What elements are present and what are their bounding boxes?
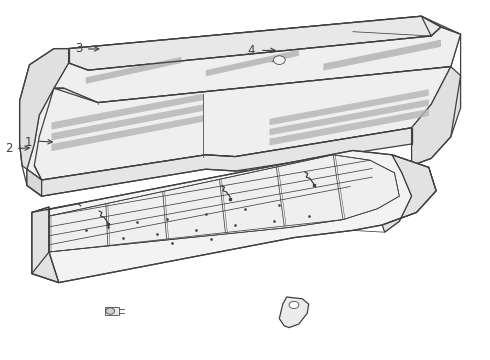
Polygon shape [69, 16, 441, 70]
Polygon shape [279, 297, 309, 328]
Polygon shape [270, 89, 429, 125]
Polygon shape [20, 49, 69, 169]
Text: 2: 2 [5, 142, 13, 155]
Polygon shape [206, 50, 299, 76]
Polygon shape [54, 27, 461, 103]
Circle shape [273, 56, 285, 64]
Polygon shape [270, 109, 429, 145]
Polygon shape [34, 67, 451, 180]
Polygon shape [382, 155, 436, 232]
Text: 4: 4 [247, 44, 255, 57]
Circle shape [106, 308, 115, 314]
Text: 3: 3 [74, 42, 82, 55]
Polygon shape [86, 57, 181, 84]
Polygon shape [27, 16, 461, 180]
Circle shape [289, 301, 299, 309]
Text: 1: 1 [24, 136, 32, 149]
Polygon shape [32, 207, 59, 283]
Polygon shape [49, 155, 399, 252]
Polygon shape [32, 150, 436, 283]
Polygon shape [51, 94, 203, 130]
Polygon shape [27, 169, 42, 196]
Polygon shape [270, 99, 429, 135]
Bar [105, 307, 119, 315]
Polygon shape [51, 115, 203, 151]
Polygon shape [323, 40, 441, 71]
Polygon shape [51, 104, 203, 140]
Polygon shape [412, 67, 461, 166]
Polygon shape [27, 128, 412, 196]
